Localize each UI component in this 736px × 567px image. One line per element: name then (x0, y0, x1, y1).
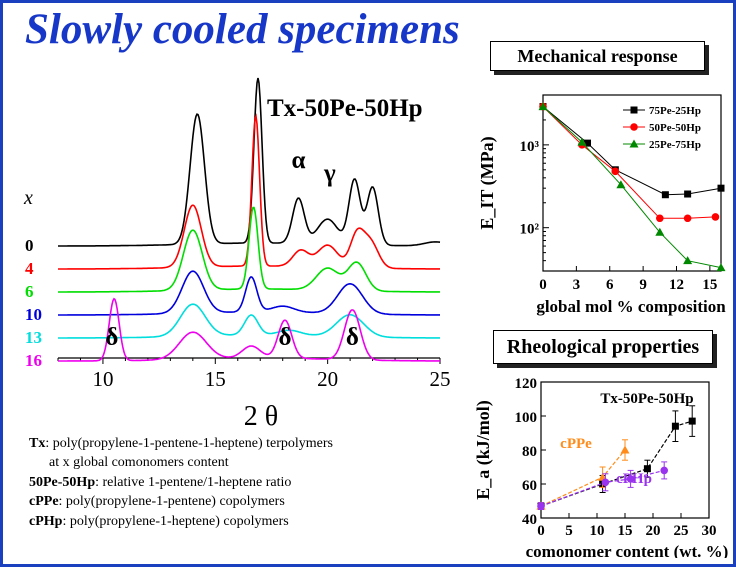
y-tick-label: 10³ (520, 139, 540, 155)
data-point (601, 478, 610, 487)
series-label: 10 (25, 305, 42, 324)
series-label: 16 (25, 351, 42, 370)
data-point (577, 137, 587, 146)
x-tick-label: 6 (606, 277, 614, 293)
series-line (540, 449, 626, 507)
data-point (643, 465, 651, 473)
y-axis-title: E_IT (MPa) (477, 136, 498, 229)
x-tick-label: 12 (669, 277, 684, 293)
data-point (537, 502, 545, 510)
series-line (542, 106, 722, 196)
data-point (688, 417, 696, 425)
peak-label: γ (323, 160, 336, 187)
peak-label: δ (346, 324, 359, 351)
data-point (611, 167, 620, 176)
legend-line: at x global comonomers content (49, 455, 229, 470)
x-tick-label: 9 (639, 277, 647, 293)
y-tick-label: 10² (520, 222, 540, 238)
y-tick-label: 80 (522, 444, 537, 460)
series-curve-16 (58, 297, 440, 362)
legend-label: 75Pe-25Hp (649, 105, 701, 117)
series-line (542, 106, 722, 269)
data-point (660, 466, 668, 475)
legend-line: 50Pe-50Hp: relative 1-pentene/1-heptene … (29, 475, 292, 490)
data-point (620, 445, 630, 454)
legend-line: cPHp: poly(propylene-1-heptene) copolyme… (29, 514, 289, 529)
x-axis-title: comonomer content (wt. %) (526, 542, 729, 558)
legend-line: Tx: poly(propylene-1-pentene-1-heptene) … (29, 436, 334, 451)
peak-label: δ (278, 324, 291, 351)
series-curve-10 (58, 270, 440, 316)
series-label: cPHp (616, 471, 652, 487)
x-axis-title: global mol % composition (536, 297, 726, 316)
legend-label: 50Pe-50Hp (649, 122, 701, 134)
series-line (542, 106, 716, 219)
data-point (626, 475, 635, 483)
data-point (671, 422, 679, 430)
data-point (584, 139, 591, 147)
series-label: cPPe (560, 436, 592, 452)
data-point (538, 102, 548, 111)
x-tick-label: 10 (92, 367, 113, 391)
series-line (540, 469, 665, 507)
activation-energy-chart: 0 5 10 15 20 25 30 40 60 80 100 120 comonomer conten… (473, 376, 729, 558)
data-point (656, 214, 664, 223)
x-tick-label: 5 (565, 523, 573, 539)
peak-label: δ (105, 324, 118, 351)
data-point (616, 180, 626, 189)
x-tick-label: 3 (573, 277, 581, 293)
data-point (661, 191, 669, 199)
data-point (683, 256, 693, 265)
y-tick-label: 40 (522, 512, 537, 528)
y-axis-title: E_a (kJ/mol) (473, 400, 494, 500)
series-label: Tx-50Pe-50Hp (600, 391, 693, 407)
slide-title: Slowly cooled specimens (25, 6, 460, 53)
data-point (683, 214, 692, 223)
legend-marker (630, 123, 638, 131)
x-tick-label: 20 (317, 367, 338, 391)
y-tick-label: 60 (522, 478, 537, 494)
series-label: 0 (25, 236, 34, 255)
series-curve-6 (58, 206, 440, 293)
data-point (711, 213, 720, 221)
data-point (684, 190, 692, 198)
y-tick-label: 120 (515, 376, 538, 392)
x-tick-label: 15 (618, 523, 633, 539)
legend-marker (630, 106, 638, 114)
data-point (716, 263, 726, 272)
legend-title: x (23, 187, 33, 209)
x-tick-label: 15 (205, 367, 226, 391)
series-line (540, 420, 693, 507)
x-tick-label: 30 (702, 523, 717, 539)
chart-title: Tx-50Pe-50Hp (267, 95, 423, 122)
data-point (655, 227, 665, 236)
x-tick-label: 20 (646, 523, 661, 539)
x-tick-label: 25 (430, 367, 451, 391)
series-label: 13 (25, 328, 42, 347)
mechanical-response-title: Mechanical response (490, 41, 705, 71)
x-tick-label: 25 (674, 523, 689, 539)
x-tick-label: 15 (702, 277, 717, 293)
plot-frame (542, 94, 722, 272)
rheological-properties-title: Rheological properties (493, 330, 713, 364)
peak-label: α (291, 147, 305, 174)
legend-label: 25Pe-75Hp (649, 139, 701, 151)
x-tick-label: 10 (590, 523, 605, 539)
modulus-chart: 0 3 6 9 12 15 10² 10³ global mol % composition E_… (477, 94, 726, 316)
series-label: 4 (25, 259, 34, 278)
x-axis-title: 2 θ (244, 401, 278, 432)
data-point (717, 184, 725, 192)
xrd-chart: 10 15 20 25 2 θ Tx-50Pe-50Hp x 0 4 6 10 13 16 α γ δ δ δ (23, 77, 451, 432)
legend-line: cPPe: poly(propylene-1-pentene) copolyme… (29, 494, 285, 509)
x-tick-label: 0 (537, 523, 545, 539)
series-label: 6 (25, 282, 34, 301)
legend-marker (629, 139, 639, 148)
y-tick-label: 100 (515, 410, 538, 426)
x-tick-label: 0 (539, 277, 547, 293)
